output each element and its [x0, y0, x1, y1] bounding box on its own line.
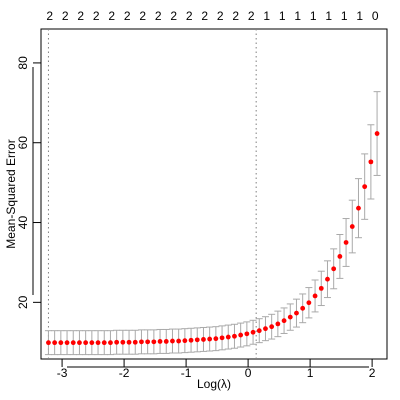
x-tick-label: 2: [369, 366, 376, 380]
data-point: [269, 324, 275, 330]
top-axis-label: 1: [310, 9, 317, 23]
data-point: [101, 340, 107, 346]
data-point: [145, 339, 151, 345]
y-tick-label: 40: [16, 216, 30, 230]
data-point: [374, 131, 380, 136]
data-point: [337, 254, 343, 259]
data-point: [294, 310, 299, 316]
data-point: [188, 337, 194, 343]
x-tick-label: -2: [119, 366, 130, 380]
top-axis-label: 1: [294, 9, 301, 23]
data-point: [356, 205, 361, 211]
data-point: [349, 224, 355, 229]
top-axis-label: 2: [93, 9, 100, 23]
data-point: [318, 285, 324, 291]
data-point: [151, 339, 157, 345]
x-tick-label: -3: [57, 366, 68, 380]
top-axis-label: 2: [186, 9, 193, 23]
data-point: [170, 338, 175, 344]
top-axis-label: 1: [341, 9, 348, 23]
data-point: [70, 340, 76, 346]
data-point: [287, 314, 293, 320]
data-point: [300, 305, 306, 311]
x-tick-label: 1: [307, 366, 314, 380]
data-point: [182, 338, 188, 344]
top-axis-label: 2: [232, 9, 239, 23]
top-axis-label: 2: [124, 9, 131, 23]
data-point: [343, 240, 349, 245]
data-point: [108, 340, 113, 346]
data-point: [281, 318, 287, 324]
data-point: [201, 337, 206, 342]
plot-box: [40, 28, 388, 360]
data-point: [219, 335, 225, 341]
data-point: [58, 340, 64, 346]
data-point: [362, 184, 368, 190]
data-point: [213, 336, 219, 342]
data-point: [263, 326, 268, 332]
data-point: [52, 340, 58, 346]
x-tick-label: 0: [245, 366, 252, 380]
top-axis-label: 2: [248, 9, 255, 23]
y-tick-label: 80: [16, 56, 30, 70]
y-tick-label: 20: [16, 295, 30, 309]
data-point: [163, 339, 169, 344]
data-point: [114, 339, 120, 345]
data-point: [238, 332, 244, 338]
data-point: [132, 339, 138, 345]
data-point: [157, 339, 163, 344]
data-point: [306, 300, 312, 306]
y-tick-labels: 20 40 60 80: [16, 56, 41, 309]
data-point: [207, 336, 213, 342]
top-axis-label: 2: [155, 9, 162, 23]
error-bars: [44, 91, 381, 356]
data-point: [77, 340, 82, 346]
data-point: [64, 340, 70, 346]
data-point: [89, 340, 95, 346]
data-points: [46, 131, 380, 346]
data-point: [368, 159, 374, 165]
data-point: [331, 266, 337, 272]
reference-lines: [47, 29, 257, 359]
top-axis-label: 1: [325, 9, 332, 23]
top-axis-label: 2: [139, 9, 146, 23]
data-point: [256, 328, 262, 334]
top-axis-label: 2: [77, 9, 84, 23]
top-axis-label: 2: [201, 9, 208, 23]
data-point: [126, 339, 132, 345]
x-tick-labels: -3 -2 -1 0 1 2: [57, 359, 376, 380]
data-point: [194, 337, 200, 343]
data-point: [139, 339, 144, 345]
top-axis-label: 1: [279, 9, 286, 23]
data-point: [120, 339, 126, 345]
data-point: [325, 276, 330, 282]
data-point: [250, 329, 256, 335]
top-axis-label: 2: [46, 9, 53, 23]
data-point: [176, 338, 182, 344]
top-axis-label: 2: [108, 9, 115, 23]
data-point: [312, 293, 318, 299]
top-axis-label: 2: [62, 9, 69, 23]
x-tick-label: -1: [181, 366, 192, 380]
data-point: [83, 340, 89, 346]
data-point: [95, 340, 101, 346]
data-point: [225, 334, 231, 340]
data-point: [275, 321, 281, 327]
top-axis-label: 0: [372, 9, 379, 23]
y-axis-title: Mean-Squared Error: [4, 139, 18, 248]
top-axis-label: 1: [263, 9, 270, 23]
x-axis-title: Log(λ): [197, 377, 231, 391]
top-axis-label: 2: [170, 9, 177, 23]
data-point: [232, 333, 237, 339]
top-axis-label: 2: [217, 9, 224, 23]
data-point: [244, 331, 250, 337]
data-point: [46, 340, 51, 346]
top-axis-label: 1: [356, 9, 363, 23]
y-tick-label: 60: [16, 136, 30, 150]
